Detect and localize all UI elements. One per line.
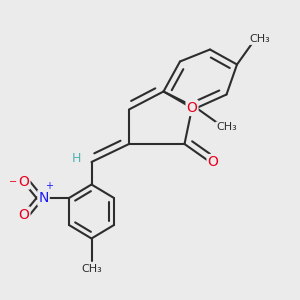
Text: O: O [19,175,29,188]
Text: −: − [9,176,18,187]
Text: H: H [72,152,81,166]
Text: CH₃: CH₃ [81,263,102,274]
Text: CH₃: CH₃ [216,122,237,133]
Text: N: N [38,191,49,205]
Text: O: O [187,101,197,115]
Text: O: O [19,208,29,221]
Text: CH₃: CH₃ [249,34,270,44]
Text: O: O [208,155,218,169]
Text: +: + [45,181,53,191]
